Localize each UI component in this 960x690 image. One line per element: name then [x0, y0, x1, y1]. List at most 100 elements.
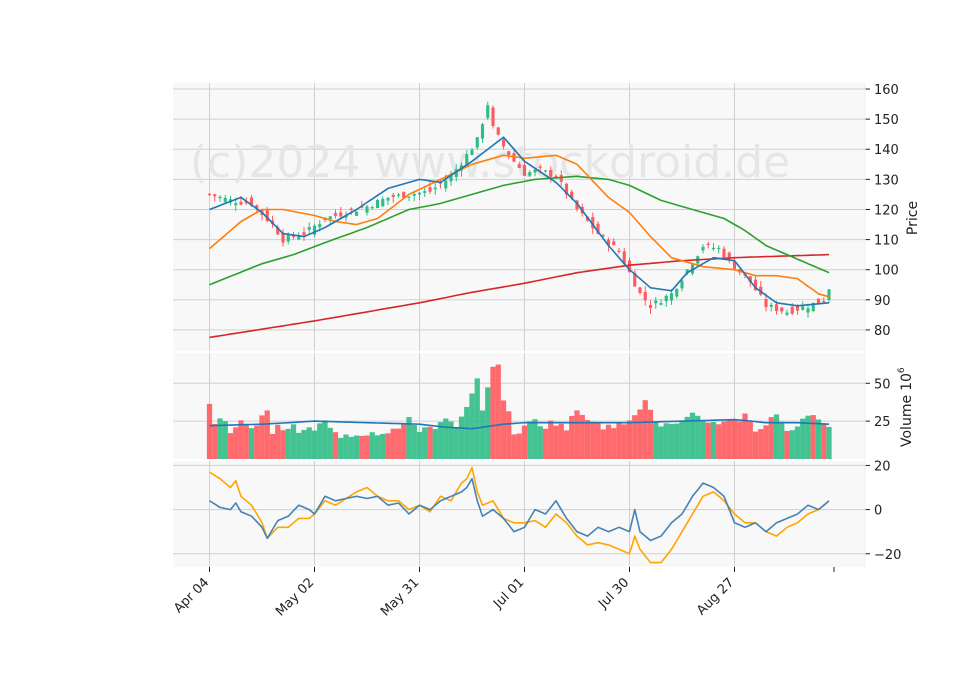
- candle-body: [664, 295, 668, 302]
- volume-bar: [254, 425, 260, 459]
- candle-body: [549, 169, 553, 177]
- volume-bar: [296, 432, 302, 459]
- candle-body: [475, 137, 479, 148]
- candle-body: [318, 224, 322, 228]
- price-axis-tick-label: 100: [874, 264, 899, 279]
- candle-body: [302, 232, 306, 236]
- candle-body: [522, 164, 527, 176]
- candle-body: [407, 196, 411, 198]
- candle-body: [554, 175, 558, 178]
- candle-body: [391, 194, 395, 197]
- volume-bar: [500, 400, 507, 459]
- volume-bar: [317, 423, 323, 459]
- volume-bar: [311, 430, 318, 459]
- volume-bar: [563, 430, 570, 459]
- candle-body: [564, 183, 569, 195]
- volume-bar: [768, 417, 774, 459]
- price-axis-tick-label: 130: [874, 173, 899, 188]
- candle-body: [790, 306, 794, 314]
- candle-body: [633, 272, 637, 287]
- candle-body: [444, 180, 448, 189]
- volume-bar: [285, 428, 291, 459]
- ma-mid-line: [208, 154, 830, 298]
- volume-bar: [810, 415, 816, 459]
- price-axis-tick-label: 90: [874, 294, 891, 309]
- candle-body: [496, 127, 500, 135]
- candle-body: [412, 194, 416, 196]
- candle-body: [491, 107, 495, 126]
- volume-bar: [574, 410, 580, 459]
- volume-bar: [521, 425, 528, 459]
- volume-bar: [763, 425, 769, 459]
- candle-body: [795, 305, 800, 311]
- ma-short-line: [209, 136, 830, 307]
- candle-body: [596, 223, 600, 234]
- oscillator-main-line: [209, 477, 830, 542]
- candle-body: [816, 298, 821, 304]
- volume-bar: [359, 435, 365, 459]
- candle-body: [223, 197, 227, 202]
- volume-bar: [742, 413, 748, 459]
- watermark: (c)2024 www.stockdroid.de: [190, 137, 790, 188]
- volume-bar: [737, 421, 743, 459]
- candle-body: [717, 247, 721, 250]
- volume-bar: [590, 421, 596, 459]
- volume-bar: [637, 409, 643, 459]
- volume-bar: [353, 435, 360, 459]
- volume-bar: [553, 425, 559, 459]
- volume-bar: [453, 427, 459, 459]
- volume-bar: [332, 432, 339, 459]
- oscillator-axis-tick-label: 20: [874, 459, 891, 474]
- candle-body: [648, 305, 653, 309]
- volume-bar: [527, 421, 533, 459]
- candle-body: [774, 304, 779, 312]
- volume-bar: [338, 437, 344, 459]
- volume-axis-tick-label: 50: [874, 377, 891, 392]
- x-tick-label: Apr 04: [171, 575, 212, 616]
- volume-bar: [427, 426, 433, 459]
- x-tick-label: May 31: [378, 575, 422, 619]
- price-axis-tick-label: 160: [874, 83, 899, 98]
- volume-bar: [532, 419, 538, 459]
- candle-body: [381, 198, 385, 207]
- volume-bar: [684, 416, 690, 459]
- volume-bar: [668, 423, 675, 459]
- candle-body: [753, 279, 758, 291]
- volume-bar: [584, 420, 591, 459]
- candle-body: [396, 194, 401, 196]
- volume-bar: [290, 424, 297, 459]
- volume-bar: [222, 421, 228, 459]
- volume-bar: [784, 430, 790, 459]
- volume-bar: [653, 422, 659, 459]
- candle-body: [559, 175, 563, 182]
- candle-body: [711, 247, 716, 250]
- volume-bar: [595, 423, 601, 459]
- volume-bar: [422, 427, 428, 459]
- volume-bar: [731, 420, 738, 459]
- volume-bar: [374, 435, 381, 459]
- candle-body: [570, 191, 574, 199]
- volume-bar: [506, 411, 512, 459]
- volume-bar: [390, 428, 396, 459]
- candle-body: [543, 170, 548, 172]
- candle-body: [454, 169, 458, 177]
- candle-body: [827, 289, 831, 301]
- volume-bar: [647, 409, 654, 459]
- volume-bar: [443, 418, 449, 459]
- volume-bar: [269, 434, 276, 459]
- candle-body: [806, 308, 810, 313]
- volume-bar: [642, 400, 648, 459]
- candle-body: [538, 166, 542, 168]
- volume-bar: [752, 431, 759, 459]
- candle-body: [780, 307, 784, 312]
- volume-bar: [658, 426, 664, 459]
- candle-body: [622, 251, 626, 264]
- volume-bar: [821, 424, 827, 459]
- volume-bar: [605, 424, 612, 459]
- volume-bar: [437, 422, 444, 459]
- volume-bar: [569, 415, 575, 459]
- candle-body: [433, 187, 437, 190]
- candle-body: [344, 215, 348, 218]
- candle-body: [811, 302, 815, 312]
